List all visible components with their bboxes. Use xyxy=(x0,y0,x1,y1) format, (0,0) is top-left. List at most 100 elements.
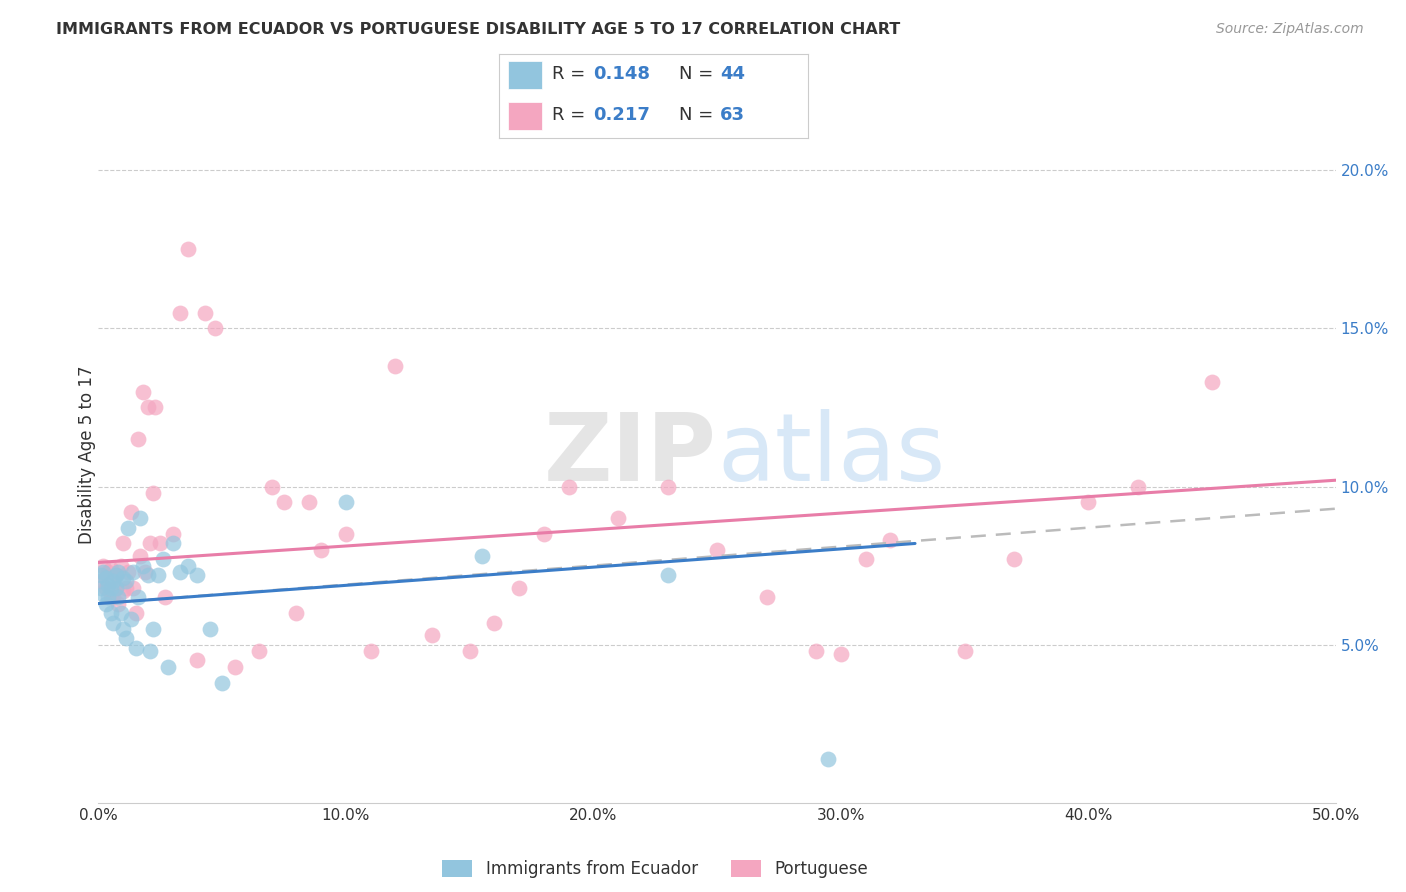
Point xyxy=(855,552,877,566)
Point xyxy=(360,644,382,658)
Text: 0.217: 0.217 xyxy=(593,105,651,123)
Point xyxy=(100,562,122,576)
Point xyxy=(103,591,125,605)
Point xyxy=(706,542,728,557)
Bar xyxy=(509,62,543,89)
Point xyxy=(298,495,321,509)
Point xyxy=(120,505,142,519)
Point xyxy=(112,571,135,585)
Point xyxy=(120,612,142,626)
Point xyxy=(127,432,149,446)
Legend: Immigrants from Ecuador, Portuguese: Immigrants from Ecuador, Portuguese xyxy=(436,854,875,885)
Point xyxy=(186,653,208,667)
Point xyxy=(107,597,129,611)
Point xyxy=(143,401,166,415)
Point xyxy=(1126,479,1149,493)
Point xyxy=(273,495,295,509)
Point xyxy=(124,640,146,655)
Point xyxy=(124,606,146,620)
Point xyxy=(657,479,679,493)
Point xyxy=(139,536,162,550)
Point xyxy=(112,536,135,550)
Point xyxy=(90,574,112,589)
Point xyxy=(285,606,308,620)
Point xyxy=(103,615,125,630)
Text: N =: N = xyxy=(679,105,718,123)
Point xyxy=(804,644,827,658)
Bar xyxy=(509,102,543,130)
Point xyxy=(156,660,179,674)
Point xyxy=(335,495,357,509)
Point xyxy=(152,552,174,566)
Text: 44: 44 xyxy=(720,65,745,83)
Point xyxy=(94,571,117,585)
Point xyxy=(176,558,198,573)
Point xyxy=(114,574,136,589)
Point xyxy=(194,305,217,319)
Text: R =: R = xyxy=(551,105,591,123)
Point xyxy=(533,527,555,541)
Point xyxy=(114,632,136,646)
Point xyxy=(90,568,112,582)
Point xyxy=(132,384,155,399)
Point xyxy=(132,558,155,573)
Point xyxy=(129,549,152,563)
Point xyxy=(127,591,149,605)
Point xyxy=(100,581,122,595)
Point xyxy=(458,644,481,658)
Point xyxy=(90,581,112,595)
Point xyxy=(104,581,127,595)
Point xyxy=(100,606,122,620)
Point xyxy=(97,591,120,605)
Point xyxy=(484,615,506,630)
Point xyxy=(335,527,357,541)
Text: IMMIGRANTS FROM ECUADOR VS PORTUGUESE DISABILITY AGE 5 TO 17 CORRELATION CHART: IMMIGRANTS FROM ECUADOR VS PORTUGUESE DI… xyxy=(56,22,900,37)
Point xyxy=(97,565,120,579)
Point xyxy=(94,597,117,611)
Point xyxy=(830,647,852,661)
Point xyxy=(755,591,778,605)
Text: 0.148: 0.148 xyxy=(593,65,651,83)
Point xyxy=(953,644,976,658)
Point xyxy=(139,644,162,658)
Point xyxy=(169,565,191,579)
Point xyxy=(247,644,270,658)
Point xyxy=(176,243,198,257)
Point xyxy=(93,565,115,579)
Point xyxy=(508,581,530,595)
Point xyxy=(94,581,117,595)
Point xyxy=(657,568,679,582)
Text: N =: N = xyxy=(679,65,718,83)
Point xyxy=(155,591,177,605)
Point xyxy=(1077,495,1099,509)
Point xyxy=(104,568,127,582)
Text: atlas: atlas xyxy=(717,409,945,501)
Point xyxy=(204,321,226,335)
Point xyxy=(162,536,184,550)
Point xyxy=(309,542,332,557)
Point xyxy=(146,568,169,582)
Point xyxy=(104,568,127,582)
Point xyxy=(879,533,901,548)
Point xyxy=(129,511,152,525)
Point xyxy=(384,359,406,374)
Point xyxy=(211,675,233,690)
Point xyxy=(103,574,125,589)
Point xyxy=(471,549,494,563)
Point xyxy=(112,622,135,636)
Point xyxy=(260,479,283,493)
Point xyxy=(817,751,839,765)
Point xyxy=(198,622,221,636)
Point xyxy=(117,565,139,579)
Point xyxy=(107,591,129,605)
Text: 63: 63 xyxy=(720,105,745,123)
Point xyxy=(110,606,132,620)
Point xyxy=(93,558,115,573)
Point xyxy=(100,591,122,605)
Point xyxy=(169,305,191,319)
Point xyxy=(107,565,129,579)
Point xyxy=(110,558,132,573)
Point xyxy=(136,401,159,415)
Point xyxy=(114,581,136,595)
Point xyxy=(557,479,579,493)
